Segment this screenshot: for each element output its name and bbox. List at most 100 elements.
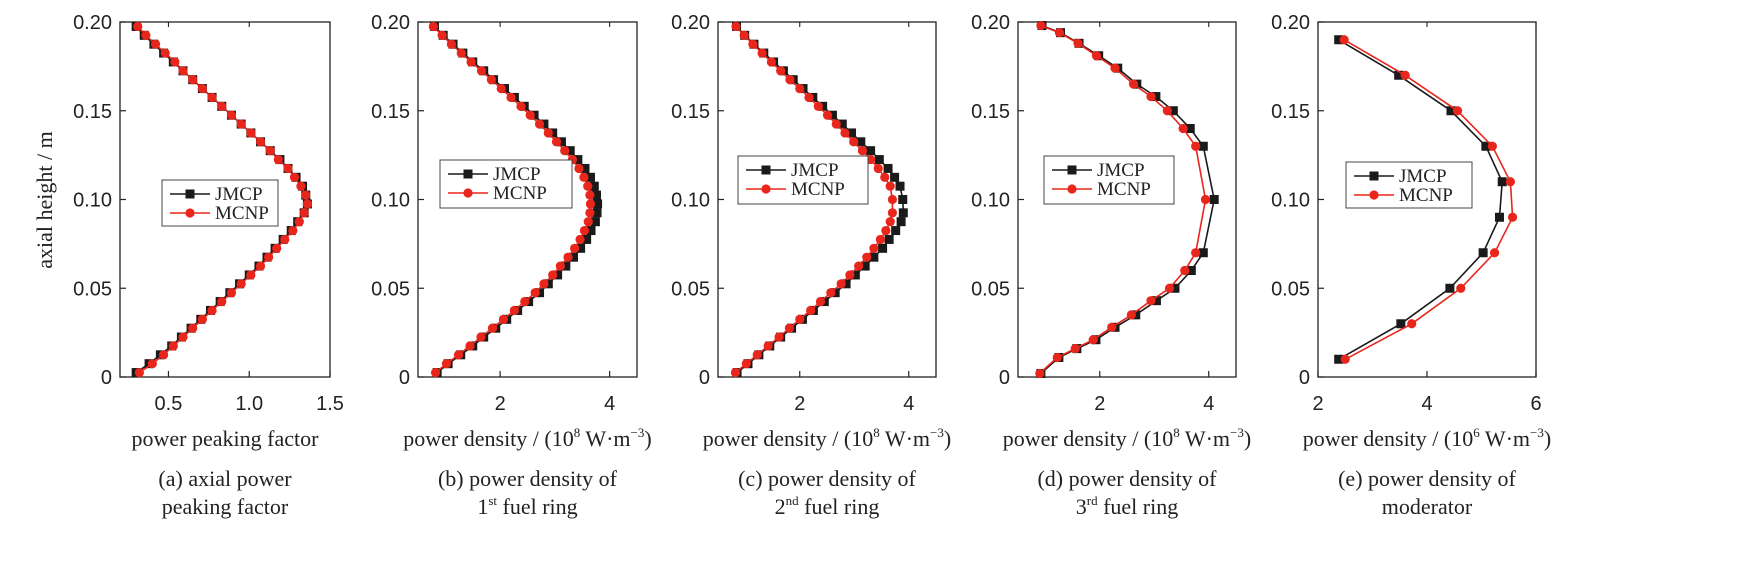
data-point-mcnp <box>880 172 890 182</box>
data-point-jmcp <box>585 172 595 182</box>
caption-rest: fuel ring <box>1098 494 1179 519</box>
data-point-mcnp <box>1407 319 1417 329</box>
data-point-jmcp <box>568 252 578 262</box>
caption-line-1-a: (a) axial power <box>158 466 292 491</box>
data-point-mcnp <box>748 39 758 49</box>
data-point-mcnp <box>563 252 573 262</box>
data-point-jmcp <box>1168 106 1178 116</box>
data-point-mcnp <box>836 279 846 289</box>
data-point-mcnp <box>873 163 883 174</box>
data-point-mcnp <box>575 234 585 245</box>
data-point-mcnp <box>815 296 826 307</box>
data-point-mcnp <box>831 119 841 129</box>
y-tick-label-b: 0.10 <box>371 190 410 212</box>
data-point-jmcp <box>1478 248 1488 258</box>
data-point-jmcp <box>556 137 566 147</box>
data-point-jmcp <box>1151 296 1161 306</box>
data-point-mcnp <box>498 314 509 324</box>
data-point-mcnp <box>1340 354 1350 364</box>
data-point-jmcp <box>850 270 860 280</box>
data-point-jmcp <box>891 226 901 236</box>
x-axis-title-unit-exponent: −3 <box>930 425 944 440</box>
y-tick-label-d: 0 <box>999 367 1010 389</box>
data-point-jmcp <box>592 208 602 218</box>
x-axis-title-text: power density / (10 <box>1303 426 1473 451</box>
data-point-mcnp <box>197 314 207 324</box>
data-point-mcnp <box>283 163 293 174</box>
y-tick-label-c: 0.15 <box>671 101 710 123</box>
data-point-mcnp <box>585 190 595 200</box>
legend-box <box>439 159 573 209</box>
data-point-mcnp <box>1110 63 1120 73</box>
data-point-jmcp <box>1185 124 1195 133</box>
data-point-mcnp <box>857 146 868 156</box>
data-point-jmcp <box>1394 70 1404 80</box>
data-point-mcnp <box>763 341 773 351</box>
data-point-mcnp <box>757 48 767 58</box>
y-tick-label-a: 0 <box>101 367 112 389</box>
data-point-mcnp <box>453 350 464 360</box>
caption-line-2-a: peaking factor <box>162 494 289 519</box>
data-point-jmcp <box>1198 248 1208 258</box>
data-point-mcnp <box>739 30 749 40</box>
x-axis-title-unit: W·m <box>580 426 630 451</box>
data-point-mcnp <box>551 137 562 147</box>
y-tick-label-b: 0.05 <box>371 278 410 300</box>
data-point-mcnp <box>273 154 283 165</box>
data-point-jmcp <box>576 243 586 253</box>
y-tick-label-a: 0.15 <box>73 101 112 123</box>
x-axis-title-close: ) <box>644 426 651 451</box>
data-point-jmcp <box>582 234 592 244</box>
data-point-mcnp <box>197 83 207 94</box>
data-point-mcnp <box>437 30 447 40</box>
x-tick-label-b: 2 <box>495 393 506 415</box>
x-axis-title-unit-exponent: −3 <box>1530 425 1544 440</box>
data-point-jmcp <box>860 261 870 271</box>
data-point-mcnp <box>822 110 833 120</box>
data-point-mcnp <box>795 314 805 324</box>
legend-label-mcnp: MCNP <box>215 203 269 224</box>
data-point-mcnp <box>246 128 256 138</box>
data-point-jmcp <box>589 181 599 191</box>
caption-line-1-e: (e) power density of <box>1338 466 1516 491</box>
data-point-mcnp <box>785 75 795 85</box>
x-tick-label-b: 4 <box>604 393 615 415</box>
legend-marker-mcnp <box>1067 184 1077 194</box>
y-tick-label-b: 0 <box>399 367 410 389</box>
data-point-jmcp <box>895 181 905 191</box>
y-tick-label-e: 0.05 <box>1271 278 1310 300</box>
data-point-mcnp <box>840 128 850 138</box>
data-point-mcnp <box>168 341 178 351</box>
data-point-jmcp <box>847 128 857 138</box>
x-axis-title-text: power density / (10 <box>1003 426 1173 451</box>
data-point-mcnp <box>585 208 595 218</box>
y-tick-label-e: 0.20 <box>1271 12 1310 34</box>
legend-label-jmcp: JMCP <box>1399 166 1447 187</box>
caption-line-1-c: (c) power density of <box>738 466 916 491</box>
data-point-mcnp <box>1452 106 1463 116</box>
data-point-mcnp <box>302 199 312 209</box>
y-tick-label-b: 0.20 <box>371 12 410 34</box>
x-axis-title-unit: W·m <box>1480 426 1530 451</box>
data-point-mcnp <box>555 261 565 271</box>
data-point-mcnp <box>574 163 584 174</box>
data-point-mcnp <box>1456 283 1466 293</box>
data-point-jmcp <box>1481 141 1491 151</box>
data-point-mcnp <box>539 279 549 289</box>
data-point-mcnp <box>428 21 438 32</box>
data-point-mcnp <box>1054 28 1065 38</box>
data-point-mcnp <box>741 359 751 369</box>
y-tick-label-a: 0.05 <box>73 278 112 300</box>
y-tick-label-b: 0.15 <box>371 101 410 123</box>
data-point-mcnp <box>585 199 596 209</box>
data-point-mcnp <box>543 128 553 138</box>
data-point-mcnp <box>520 296 530 307</box>
legend-label-mcnp: MCNP <box>1399 185 1453 206</box>
caption-ordinal: 1 <box>477 494 488 519</box>
